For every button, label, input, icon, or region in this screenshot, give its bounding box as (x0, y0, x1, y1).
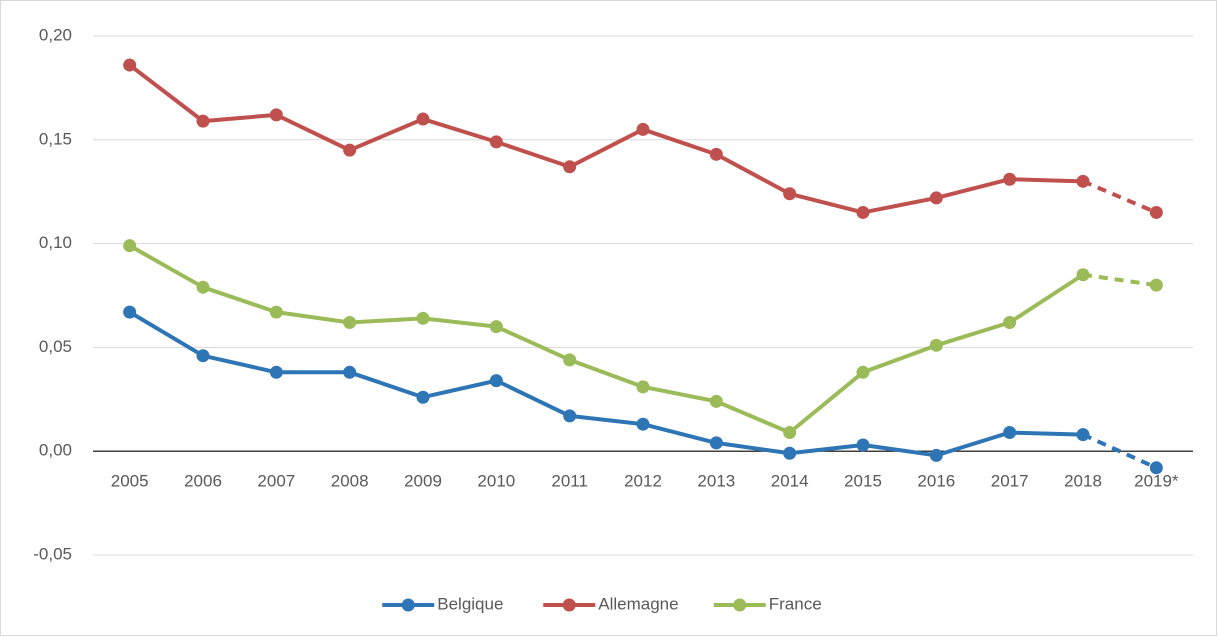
data-point (783, 426, 797, 440)
data-point (929, 448, 943, 462)
x-tick-label: 2011 (551, 472, 588, 491)
series-line (128, 310, 1084, 458)
x-tick-label: 2008 (331, 472, 369, 491)
data-point (1076, 428, 1090, 442)
x-tick-label: 2005 (111, 472, 149, 491)
data-point (343, 365, 357, 379)
x-tick-label: 2009 (404, 472, 442, 491)
x-tick-label: 2014 (771, 472, 809, 491)
data-point (1149, 278, 1163, 292)
data-point (489, 374, 503, 388)
data-point (1003, 172, 1017, 186)
data-point (563, 160, 577, 174)
data-point (269, 108, 283, 122)
x-tick-label: 2010 (477, 472, 515, 491)
legend-marker (562, 598, 576, 612)
x-tick-label: 2018 (1064, 472, 1102, 491)
data-point (416, 112, 430, 126)
data-point (343, 143, 357, 157)
y-tick-label: 0,10 (39, 233, 72, 252)
data-point (709, 147, 723, 161)
data-point (563, 409, 577, 423)
y-tick-label: 0,05 (39, 337, 72, 356)
x-tick-label: 2019* (1134, 472, 1179, 491)
y-tick-label: -0,05 (33, 544, 72, 563)
data-point (1003, 426, 1017, 440)
data-point (709, 436, 723, 450)
x-tick-label: 2006 (184, 472, 222, 491)
data-point (123, 58, 137, 72)
data-point (783, 187, 797, 201)
y-tick-label: 0,20 (39, 25, 72, 44)
data-point (489, 135, 503, 149)
data-point (709, 394, 723, 408)
series-line (1082, 432, 1158, 470)
data-point (196, 114, 210, 128)
y-tick-label: 0,15 (39, 129, 72, 148)
series-line (128, 243, 1085, 435)
x-tick-label: 2015 (844, 472, 882, 491)
series-line (128, 63, 1084, 215)
x-tick-label: 2007 (257, 472, 295, 491)
data-point (1076, 174, 1090, 188)
data-point (123, 239, 137, 253)
data-point (416, 311, 430, 325)
legend-marker (733, 598, 747, 612)
data-point (1149, 461, 1163, 475)
data-point (636, 380, 650, 394)
x-tick-label: 2017 (991, 472, 1029, 491)
data-point (1076, 268, 1090, 282)
data-point (636, 417, 650, 431)
data-point (929, 191, 943, 205)
y-tick-label: 0,00 (39, 441, 72, 460)
x-tick-label: 2016 (917, 472, 955, 491)
data-point (489, 320, 503, 334)
series-line (1082, 272, 1157, 288)
x-tick-label: 2013 (697, 472, 735, 491)
data-point (196, 349, 210, 363)
data-point (123, 305, 137, 319)
data-point (636, 122, 650, 136)
legend-label: Belgique (437, 594, 503, 613)
data-point (856, 438, 870, 452)
x-tick-label: 2012 (624, 472, 662, 491)
data-point (416, 390, 430, 404)
data-point (1149, 205, 1163, 219)
legend-label: France (769, 594, 822, 613)
data-point (563, 353, 577, 367)
data-point (269, 305, 283, 319)
series-line (1082, 179, 1158, 215)
data-point (343, 315, 357, 329)
data-point (856, 365, 870, 379)
data-point (929, 338, 943, 352)
legend-label: Allemagne (598, 594, 678, 613)
data-point (856, 205, 870, 219)
data-point (783, 446, 797, 460)
legend-marker (401, 598, 415, 612)
data-point (196, 280, 210, 294)
data-point (1003, 315, 1017, 329)
data-point (269, 365, 283, 379)
